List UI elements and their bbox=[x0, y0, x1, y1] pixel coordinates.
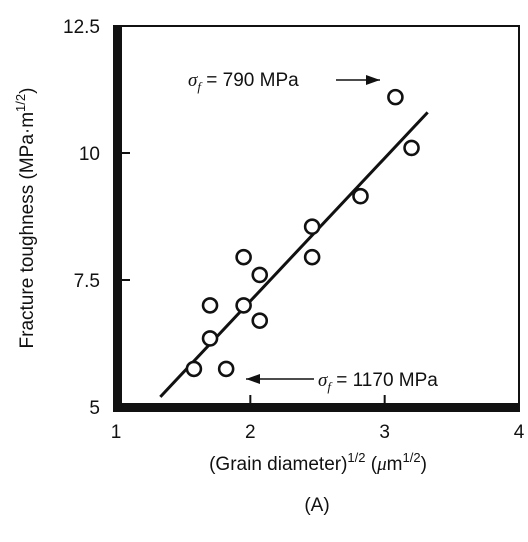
data-point bbox=[185, 360, 203, 378]
data-point bbox=[251, 312, 269, 329]
data-point bbox=[251, 266, 269, 284]
y-axis-ticks: 5 7.5 10 12.5 bbox=[63, 17, 130, 419]
data-point bbox=[217, 360, 235, 378]
annotation-label: σf = 1170 MPa bbox=[318, 370, 438, 394]
y-tick-label: 12.5 bbox=[63, 17, 100, 38]
data-points bbox=[185, 88, 420, 378]
data-point bbox=[235, 248, 252, 266]
data-point bbox=[352, 187, 369, 205]
y-tick-label: 5 bbox=[89, 398, 100, 419]
annotation-arrow-head bbox=[246, 374, 260, 384]
y-tick-label: 10 bbox=[79, 144, 100, 165]
annotation-arrow-head bbox=[366, 75, 380, 85]
frame-left-axis bbox=[113, 25, 122, 412]
annotations: σf = 790 MPa σf = 1170 MPa bbox=[188, 70, 438, 394]
fit-line-group bbox=[159, 111, 429, 398]
fit-line bbox=[159, 111, 429, 398]
data-point bbox=[387, 88, 404, 106]
data-point bbox=[303, 248, 321, 266]
frame-bottom-axis bbox=[113, 403, 520, 412]
data-point bbox=[201, 297, 219, 314]
x-tick-label: 4 bbox=[514, 422, 525, 443]
x-axis-title: (Grain diameter)1/2 (μm1/2) bbox=[209, 450, 427, 475]
data-point bbox=[403, 139, 420, 157]
y-tick-label: 7.5 bbox=[74, 271, 100, 292]
plot-frame bbox=[113, 25, 520, 412]
x-tick-label: 2 bbox=[245, 422, 256, 443]
data-point bbox=[235, 297, 252, 314]
x-axis-ticks: 1 2 3 4 bbox=[111, 395, 525, 443]
data-point bbox=[303, 218, 321, 235]
x-tick-label: 1 bbox=[111, 422, 122, 443]
y-axis-title: Fracture toughness (MPa·m1/2) bbox=[13, 88, 38, 349]
panel-label: (A) bbox=[304, 495, 329, 516]
annotation-label: σf = 790 MPa bbox=[188, 70, 299, 94]
data-point bbox=[201, 330, 219, 347]
x-tick-label: 3 bbox=[379, 422, 390, 443]
